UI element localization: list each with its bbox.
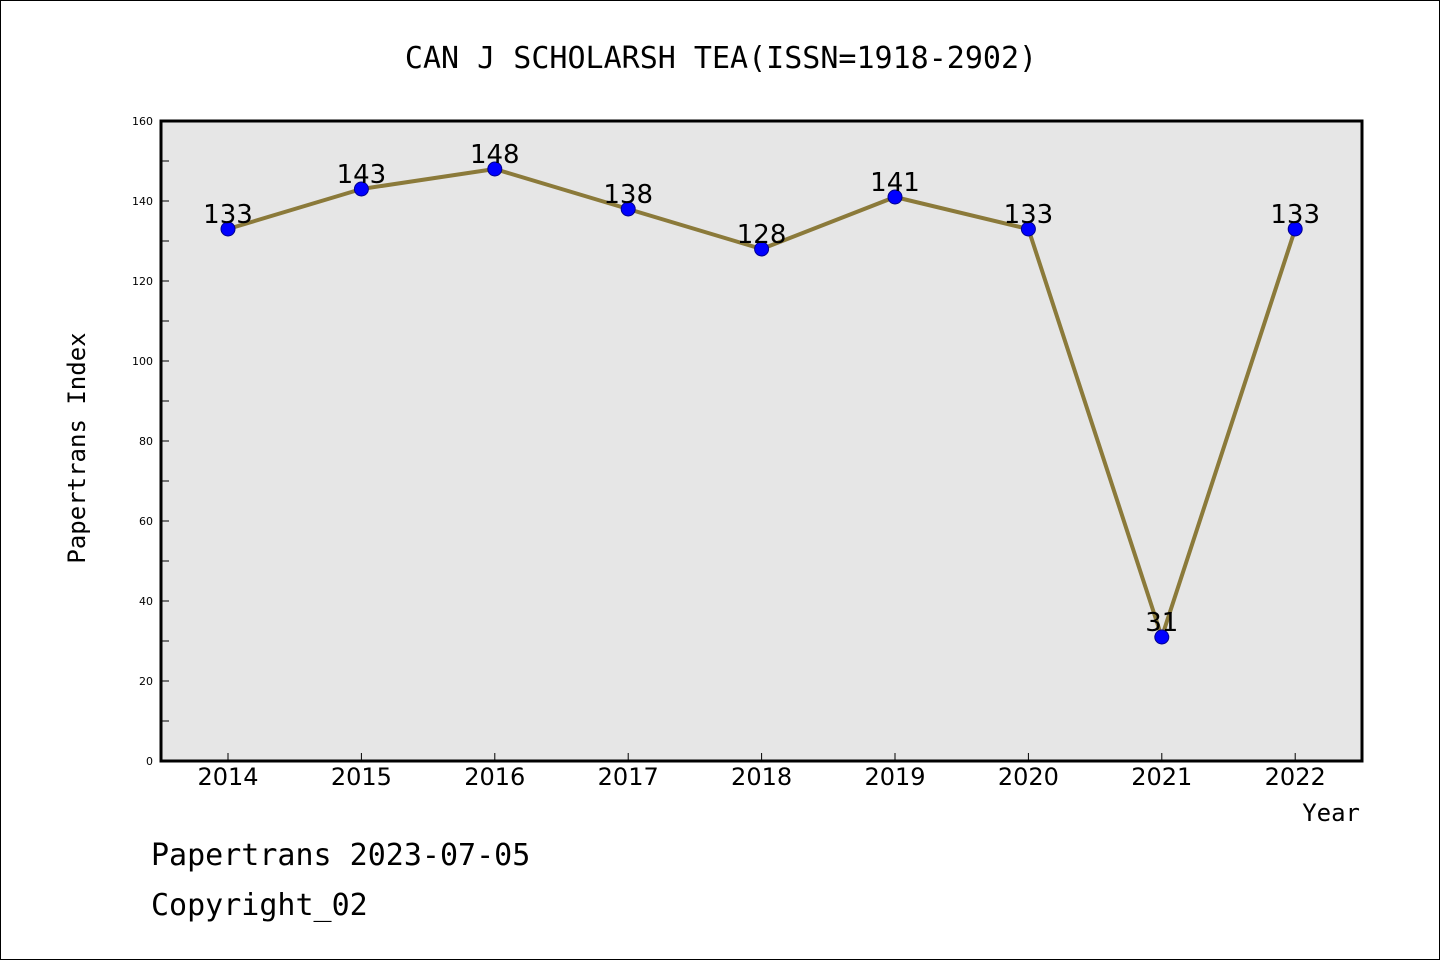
- y-tick-label-100: 100: [132, 355, 153, 368]
- data-point-2015: [353, 181, 369, 197]
- x-tick-label-2017: 2017: [598, 763, 659, 791]
- x-tick-label-2021: 2021: [1131, 763, 1192, 791]
- data-point-2020: [1020, 221, 1036, 237]
- y-tick-label-0: 0: [146, 755, 153, 768]
- data-point-2014: [220, 221, 236, 237]
- data-point-2022: [1287, 221, 1303, 237]
- y-tick-label-80: 80: [139, 435, 153, 448]
- x-axis-label: Year: [1302, 799, 1360, 827]
- data-label-2021: 31: [1145, 608, 1178, 638]
- x-axis-ticks: 2014 2015 2016 2017 2018 2019 2020 2021 2022: [197, 753, 1326, 791]
- data-label-2016: 148: [470, 140, 520, 170]
- data-point-2021: [1154, 629, 1170, 645]
- footer-date: Papertrans 2023-07-05: [151, 838, 530, 873]
- plot-area: [159, 119, 1364, 763]
- data-label-2019: 141: [870, 168, 920, 198]
- y-axis-ticks: 0 20 40 60 80 100 120 140 160: [132, 115, 169, 768]
- chart-title: CAN J SCHOLARSH TEA(ISSN=1918-2902): [405, 41, 1037, 76]
- data-point-2016: [487, 161, 503, 177]
- data-label-2018: 128: [737, 220, 787, 250]
- footer-copyright: Copyright_02: [151, 888, 368, 923]
- y-axis-label: Papertrans Index: [63, 332, 91, 563]
- data-label-2022: 133: [1270, 200, 1320, 230]
- x-tick-label-2019: 2019: [864, 763, 925, 791]
- x-tick-label-2018: 2018: [731, 763, 792, 791]
- x-tick-label-2014: 2014: [197, 763, 258, 791]
- data-label-2015: 143: [337, 160, 387, 190]
- data-point-2018: [754, 241, 770, 257]
- data-label-2014: 133: [203, 200, 253, 230]
- data-label-2020: 133: [1004, 200, 1054, 230]
- data-point-2019: [887, 189, 903, 205]
- series-layer: 133 143 148 138 128 141 133 31 133: [203, 140, 1320, 645]
- y-tick-label-20: 20: [139, 675, 153, 688]
- x-tick-label-2022: 2022: [1265, 763, 1326, 791]
- y-tick-label-60: 60: [139, 515, 153, 528]
- x-tick-label-2020: 2020: [998, 763, 1059, 791]
- y-tick-label-140: 140: [132, 195, 153, 208]
- data-label-2017: 138: [603, 180, 653, 210]
- y-tick-label-40: 40: [139, 595, 153, 608]
- x-tick-label-2016: 2016: [464, 763, 525, 791]
- y-tick-label-120: 120: [132, 275, 153, 288]
- x-tick-label-2015: 2015: [331, 763, 392, 791]
- data-point-2017: [620, 201, 636, 217]
- y-tick-label-160: 160: [132, 115, 153, 128]
